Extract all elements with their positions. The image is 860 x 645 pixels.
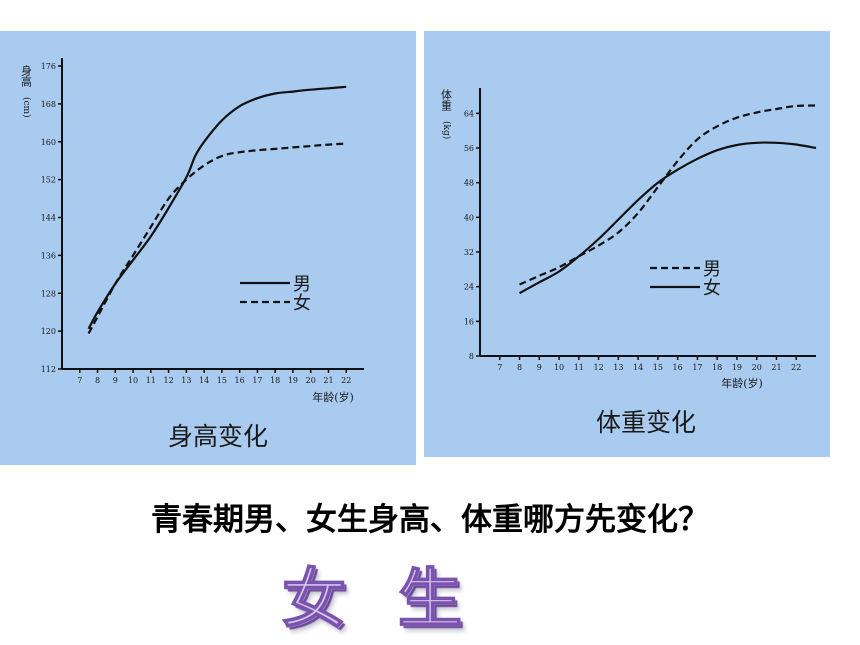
height-series-solid-line — [87, 85, 347, 330]
weight-chart-panel: 8 16 24 32 40 48 56 64 7 8 9 10 11 12 13 14 15 16 17 18 19 20… — [424, 31, 830, 457]
weight-legend-label: 女 — [703, 278, 721, 299]
weight-chart: 8 16 24 32 40 48 56 64 7 8 9 10 11 12 13 14 15 16 17 18 19 20… — [440, 88, 817, 390]
weight-x-tick-label: 9 — [537, 363, 542, 372]
weight-y-tick-label: 40 — [464, 213, 474, 222]
height-x-tick-label: 22 — [341, 376, 351, 385]
height-x-tick-label: 14 — [199, 376, 209, 385]
height-legend-label: 男 — [293, 274, 311, 295]
weight-y-axis-unit: (kg) — [441, 121, 452, 139]
weight-x-tick-label: 20 — [752, 363, 762, 372]
height-x-tick-label: 15 — [217, 376, 227, 385]
question-text: 青春期男、女生身高、体重哪方先变化？ — [151, 502, 709, 538]
weight-series-dashed-line — [519, 104, 817, 286]
weight-x-tick-label: 10 — [554, 363, 564, 372]
height-x-tick-label: 11 — [146, 376, 156, 385]
weight-x-tick-label: 22 — [791, 363, 801, 372]
height-x-tick-label: 18 — [270, 376, 280, 385]
weight-x-tick-label: 21 — [771, 363, 781, 372]
weight-x-tick-label: 18 — [712, 363, 722, 372]
height-x-tick-label: 10 — [128, 376, 138, 385]
weight-y-tick-label: 64 — [464, 109, 474, 118]
height-x-tick-label: 8 — [95, 376, 100, 385]
height-y-tick-label: 144 — [41, 214, 56, 223]
weight-y-tick-label: 16 — [464, 317, 474, 326]
height-y-tick-label: 120 — [41, 327, 56, 336]
weight-x-tick-label: 11 — [574, 363, 584, 372]
height-x-tick-label: 17 — [252, 376, 262, 385]
height-y-tick-label: 176 — [41, 62, 56, 71]
weight-x-tick-label: 7 — [497, 363, 502, 372]
height-y-axis-label: 身高 — [20, 64, 33, 88]
height-y-tick-label: 112 — [41, 365, 56, 374]
weight-y-tick-label: 48 — [464, 179, 474, 188]
height-y-tick-label: 168 — [41, 100, 56, 109]
weight-x-tick-label: 17 — [692, 363, 702, 372]
height-x-tick-label: 20 — [306, 376, 316, 385]
weight-series-solid-line — [518, 141, 817, 295]
weight-x-tick-label: 13 — [613, 363, 623, 372]
weight-y-tick-label: 8 — [469, 352, 474, 361]
height-y-tick-label: 128 — [41, 289, 56, 298]
height-x-tick-label: 19 — [288, 376, 298, 385]
weight-chart-caption: 体重变化 — [596, 408, 697, 437]
weight-legend-label: 男 — [703, 259, 721, 280]
height-x-axis-label: 年龄(岁) — [312, 390, 354, 404]
answer-wordart: 女生 — [281, 562, 514, 638]
height-y-tick-label: 152 — [41, 176, 56, 185]
weight-y-axis-label: 体重 — [440, 88, 453, 111]
weight-x-tick-label: 14 — [633, 363, 643, 372]
weight-x-tick-label: 12 — [593, 363, 603, 372]
height-chart: 112 120 128 136 144 152 160 168 176 7 8 9 10 11 12 13 14… — [20, 58, 364, 404]
weight-y-tick-label: 56 — [464, 144, 474, 153]
height-y-axis-unit: (cm) — [21, 97, 32, 118]
weight-y-tick-label: 32 — [464, 248, 474, 257]
height-y-tick-label: 136 — [41, 251, 56, 260]
weight-x-axis-label: 年龄(岁) — [721, 376, 763, 390]
height-x-tick-label: 12 — [163, 376, 173, 385]
weight-y-tick-label: 24 — [464, 283, 474, 292]
height-x-tick-label: 9 — [113, 376, 118, 385]
weight-x-tick-label: 16 — [673, 363, 683, 372]
height-legend-label: 女 — [293, 293, 311, 314]
weight-x-tick-label: 8 — [517, 363, 522, 372]
height-y-tick-label: 160 — [41, 138, 56, 147]
height-chart-panel: 112 120 128 136 144 152 160 168 176 7 8 9 10 11 12 13 14… — [0, 31, 416, 465]
height-x-tick-label: 7 — [77, 376, 82, 385]
height-x-tick-label: 13 — [181, 376, 191, 385]
weight-x-tick-label: 15 — [653, 363, 663, 372]
height-chart-caption: 身高变化 — [168, 422, 269, 451]
height-x-tick-label: 21 — [323, 376, 333, 385]
weight-x-tick-label: 19 — [732, 363, 742, 372]
height-x-tick-label: 16 — [235, 376, 245, 385]
